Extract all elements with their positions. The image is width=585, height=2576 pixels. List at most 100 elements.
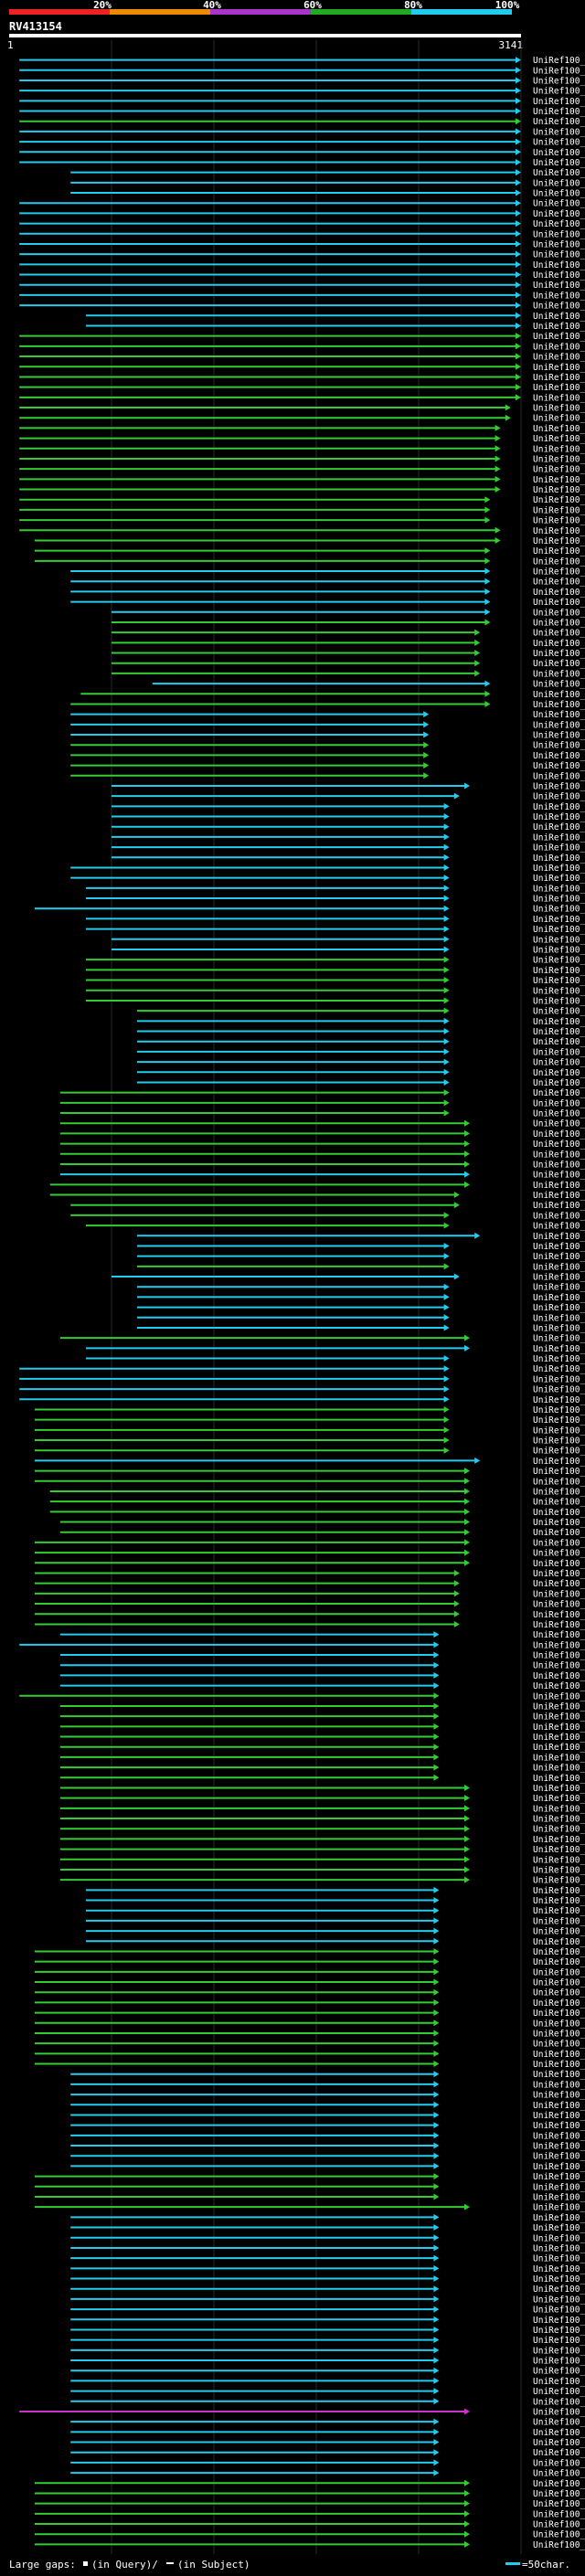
hit-label[interactable]: UniRef100_C6TFQ7 — [533, 956, 585, 966]
hit-row[interactable]: UniRef100_B9SU40 — [35, 1559, 585, 1569]
hit-row[interactable]: UniRef100_Q0J1A3 — [70, 2387, 585, 2397]
hit-label[interactable]: UniRef100_A7UMB0 — [533, 117, 585, 127]
hit-label[interactable]: UniRef100_A7QF71 — [533, 138, 585, 148]
hit-label[interactable]: UniRef100_Q6HHL1 — [533, 1477, 585, 1487]
hit-label[interactable]: UniRef100_A6MMP5 — [533, 690, 585, 700]
hit-row[interactable]: UniRef100_Q5GWZ8 — [35, 2520, 585, 2530]
hit-row[interactable]: UniRef100_A7QH33 — [19, 383, 585, 393]
hit-label[interactable]: UniRef100_Q6ZH77 — [533, 1222, 585, 1232]
hit-row[interactable]: UniRef100_Q0J525 — [60, 1160, 585, 1170]
hit-row[interactable]: UniRef100_Q9F1L0 — [35, 2540, 585, 2550]
hit-row[interactable]: UniRef100_Q0J340 — [70, 598, 585, 608]
hit-label[interactable]: UniRef100_Q53JG2 — [533, 1313, 585, 1323]
hit-row[interactable]: UniRef100_B9F0T0 — [70, 2213, 585, 2223]
hit-label[interactable]: UniRef100_Q7XL79 — [533, 1712, 585, 1723]
hit-label[interactable]: UniRef100_Q9ZR85 — [533, 66, 585, 76]
hit-row[interactable]: UniRef100_A5GWC7 — [112, 781, 585, 791]
hit-row[interactable]: UniRef100_B9H2R7 — [19, 76, 585, 86]
hit-label[interactable]: UniRef100_A7QA05 — [533, 444, 585, 454]
hit-row[interactable]: UniRef100_Q9LQ86 — [86, 322, 585, 332]
hit-row[interactable]: UniRef100_UPI000... — [70, 710, 585, 720]
hit-label[interactable]: UniRef100_A7QA01 — [533, 516, 585, 526]
hit-row[interactable]: UniRef100_A7UMB0 — [19, 117, 585, 127]
hit-row[interactable]: UniRef100_Q5U988 — [35, 546, 585, 557]
hit-row[interactable]: UniRef100_B9N4Y0 — [137, 1232, 585, 1242]
hit-label[interactable]: UniRef100_A4F248 — [533, 1447, 585, 1457]
hit-label[interactable]: UniRef100_C0SSN9 — [533, 1916, 585, 1926]
hit-label[interactable]: UniRef100_UPI000... — [533, 2254, 585, 2264]
hit-label[interactable]: UniRef100_Q0LJ59 — [533, 669, 585, 679]
hit-row[interactable]: UniRef100_A2Z5F4 — [49, 1498, 585, 1508]
hit-label[interactable]: UniRef100_Q8H5S4 — [533, 2509, 585, 2519]
hit-row[interactable]: UniRef100_C5Y1V9 — [137, 1323, 585, 1333]
hit-row[interactable]: UniRef100_C0J917 — [70, 2418, 585, 2428]
hit-row[interactable]: UniRef100_C0SSW0 — [86, 1906, 585, 1916]
hit-label[interactable]: UniRef100_A2IEO9 — [533, 229, 585, 239]
hit-row[interactable]: UniRef100_UPI000... — [70, 771, 585, 781]
hit-label[interactable]: UniRef100_C7J2B4 — [533, 1998, 585, 2009]
hit-row[interactable]: UniRef100_B6TG15 — [70, 578, 585, 588]
hit-row[interactable]: UniRef100_B9M6C5 — [60, 1109, 585, 1119]
hit-label[interactable]: UniRef100_B9SVL3 — [533, 1549, 585, 1559]
hit-row[interactable]: UniRef100_A7QY72 — [137, 1262, 585, 1272]
hit-label[interactable]: UniRef100_Q5LWL7 — [533, 270, 585, 281]
hit-label[interactable]: UniRef100_C5XXC0 — [533, 2407, 585, 2417]
hit-label[interactable]: UniRef100_C4J394 — [533, 2009, 585, 2019]
hit-row[interactable]: UniRef100_Q0LJ59 — [112, 669, 585, 679]
hit-label[interactable]: UniRef100_B9RDD8 — [533, 1027, 585, 1037]
hit-label[interactable]: UniRef100_Q5W6K5 — [533, 2142, 585, 2152]
hit-label[interactable]: UniRef100_UPI000... — [533, 874, 585, 884]
hit-row[interactable]: UniRef100_UPI000... — [70, 2254, 585, 2264]
hit-label[interactable]: UniRef100_Q0J340 — [533, 598, 585, 608]
hit-label[interactable]: UniRef100_A5H5S1 — [533, 741, 585, 751]
hit-label[interactable]: UniRef100_Q7XA07 — [533, 1723, 585, 1733]
hit-label[interactable]: UniRef100_B0FW37 — [533, 2479, 585, 2489]
hit-label[interactable]: UniRef100_Q9LDE4 — [533, 822, 585, 832]
hit-row[interactable]: UniRef100_B9FK80 — [152, 680, 585, 690]
hit-row[interactable]: UniRef100_Q0J339 — [112, 639, 585, 649]
hit-row[interactable]: UniRef100_B6TYT8 — [35, 1415, 585, 1426]
hit-label[interactable]: UniRef100_A4F249 — [533, 1967, 585, 1977]
hit-row[interactable]: UniRef100_A2X527 — [60, 1815, 585, 1825]
hit-row[interactable]: UniRef100_A8MRC0 — [70, 2336, 585, 2346]
hit-row[interactable]: UniRef100_A7PUN1 — [70, 720, 585, 730]
hit-row[interactable]: UniRef100_A9RG90 — [70, 2080, 585, 2090]
hit-label[interactable]: UniRef100_Q9LYZ9 — [533, 2499, 585, 2509]
hit-label[interactable]: UniRef100_B9R4G0 — [533, 1630, 585, 1640]
hit-label[interactable]: UniRef100_A7PBT1 — [533, 2233, 585, 2243]
hit-label[interactable]: UniRef100_A2Z5F4 — [533, 1498, 585, 1508]
hit-label[interactable]: UniRef100_Q3L0Q8 — [533, 260, 585, 270]
hit-label[interactable]: UniRef100_UPI000... — [533, 1835, 585, 1845]
hit-row[interactable]: UniRef100_A5ULP7 — [60, 1743, 585, 1753]
hit-row[interactable]: UniRef100_C5YMB0 — [86, 1354, 585, 1364]
hit-row[interactable]: UniRef100_A5AWM3 — [35, 1569, 585, 1579]
hit-row[interactable]: UniRef100_Q6YUU0 — [60, 1119, 585, 1129]
hit-label[interactable]: UniRef100_B6S0D0 — [533, 1293, 585, 1303]
hit-row[interactable]: UniRef100_UPI000... — [35, 2530, 585, 2540]
hit-row[interactable]: UniRef100_C6F1P9 — [19, 475, 585, 485]
hit-label[interactable]: UniRef100_B9F0T0 — [533, 2213, 585, 2223]
hit-row[interactable]: UniRef100_A2IEO9 — [19, 229, 585, 239]
hit-label[interactable]: UniRef100_C5YMB0 — [533, 1354, 585, 1364]
hit-label[interactable]: UniRef100_A7PH37 — [533, 1794, 585, 1804]
hit-row[interactable]: UniRef100_C5Y1V7 — [60, 1150, 585, 1160]
hit-row[interactable]: UniRef100_A5BY44 — [86, 884, 585, 894]
hit-row[interactable]: UniRef100_Q7XA07 — [60, 1723, 585, 1733]
hit-row[interactable]: UniRef100_A5H5S1 — [70, 741, 585, 751]
hit-row[interactable]: UniRef100_A5SWM5 — [35, 1957, 585, 1967]
hit-row[interactable]: UniRef100_A7P9J2 — [60, 1140, 585, 1150]
hit-row[interactable]: UniRef100_B9N315 — [137, 1058, 585, 1068]
hit-label[interactable]: UniRef100_A5B2X5 — [533, 148, 585, 158]
hit-row[interactable]: UniRef100_A5BQ35 — [70, 567, 585, 578]
hit-label[interactable]: UniRef100_C5Y1V9 — [533, 1323, 585, 1333]
hit-label[interactable]: UniRef100_A7UA09 — [533, 404, 585, 414]
hit-row[interactable]: UniRef100_B6S0D0 — [137, 1293, 585, 1303]
hit-label[interactable]: UniRef100_B6TG15 — [533, 578, 585, 588]
hit-label[interactable]: UniRef100_B9GNT9 — [533, 2458, 585, 2468]
hit-label[interactable]: UniRef100_Q8HW15 — [533, 761, 585, 771]
hit-row[interactable]: UniRef100_C5XXC0 — [19, 2407, 585, 2417]
hit-label[interactable]: UniRef100_A8M0B5 — [533, 1671, 585, 1681]
hit-label[interactable]: UniRef100_A7QH33 — [533, 383, 585, 393]
hit-label[interactable]: UniRef100_Q0J3T3 — [533, 1661, 585, 1671]
hit-label[interactable]: UniRef100_C5Z1S8 — [533, 158, 585, 168]
